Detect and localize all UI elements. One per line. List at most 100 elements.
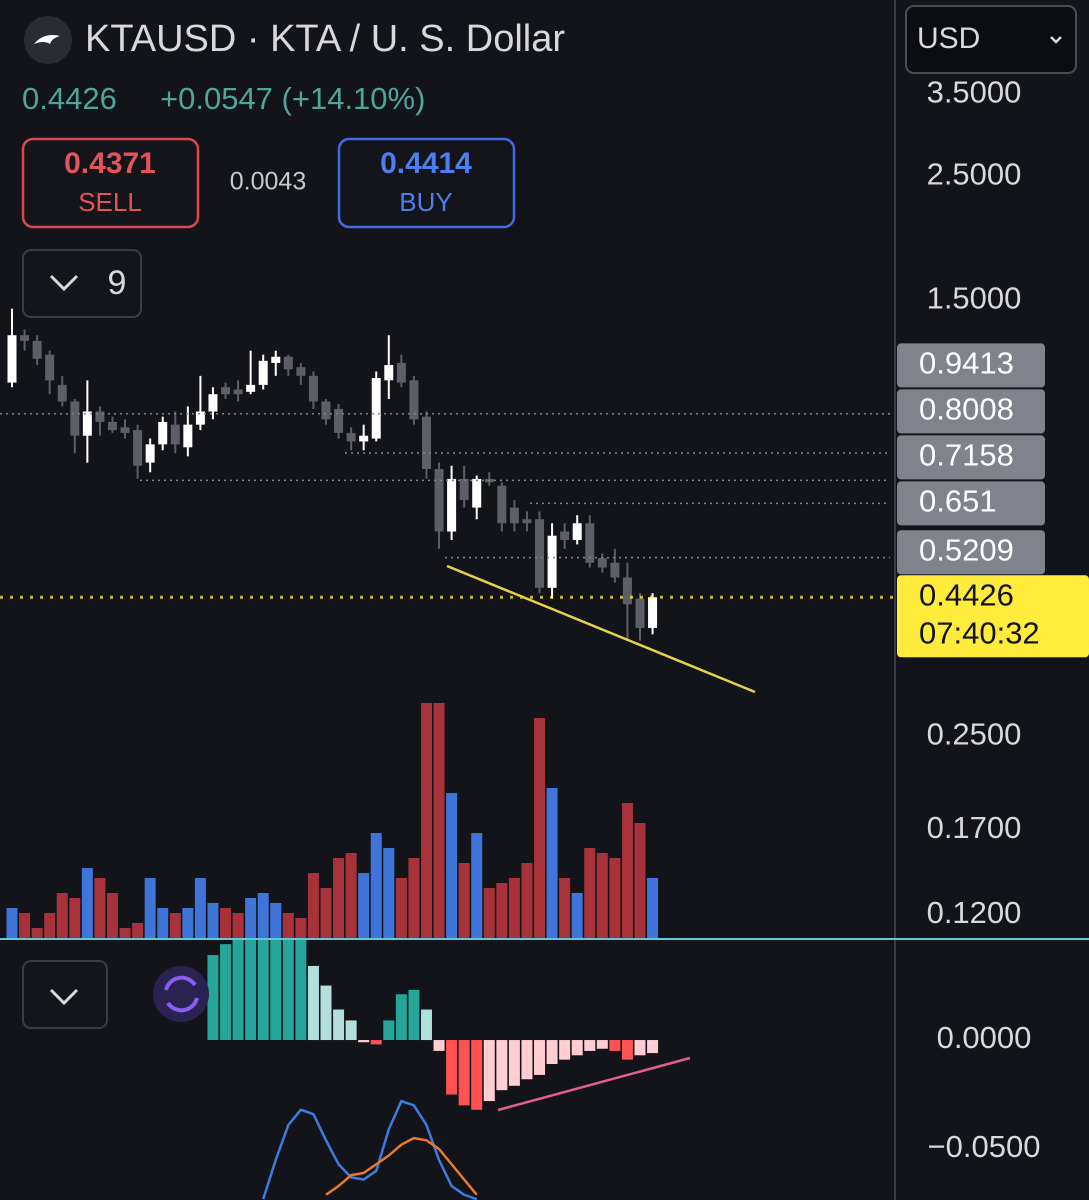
y-tick-label: 1.5000 bbox=[927, 281, 1022, 316]
sell-button[interactable] bbox=[21, 137, 200, 229]
candle-body bbox=[447, 478, 457, 532]
macd-line bbox=[325, 1136, 478, 1196]
volume-bar bbox=[596, 853, 608, 938]
macd-histogram-bar bbox=[446, 1040, 458, 1095]
y-tick-label: 0.0000 bbox=[937, 1020, 1032, 1055]
candle-body bbox=[610, 562, 620, 578]
y-tick-label: 0.1200 bbox=[927, 895, 1022, 930]
volume-bar bbox=[559, 878, 571, 938]
volume-bar bbox=[257, 893, 269, 938]
candle-body bbox=[82, 411, 92, 436]
candle-body bbox=[334, 408, 344, 433]
volume-bar bbox=[521, 863, 533, 938]
price-line-label: 0.5209 bbox=[919, 532, 1014, 567]
macd-histogram-bar bbox=[546, 1040, 558, 1065]
indicators-toggle[interactable] bbox=[22, 249, 142, 318]
macd-histogram-bar bbox=[370, 1040, 382, 1045]
macd-histogram-bar bbox=[559, 1040, 571, 1060]
candle-body bbox=[283, 356, 293, 370]
macd-histogram-bar bbox=[534, 1040, 546, 1075]
macd-histogram-bar bbox=[395, 994, 407, 1041]
macd-histogram-bar bbox=[634, 1040, 646, 1056]
candle-body bbox=[409, 380, 419, 420]
candle-body bbox=[622, 577, 632, 605]
macd-histogram-bar bbox=[320, 985, 332, 1041]
candle-body bbox=[472, 478, 482, 508]
macd-histogram-bar bbox=[621, 1040, 633, 1060]
macd-histogram-bar bbox=[508, 1040, 520, 1086]
volume-bar bbox=[6, 908, 18, 938]
volume-bar bbox=[182, 908, 194, 938]
candle-body bbox=[95, 411, 105, 422]
last-price: 0.4426 bbox=[22, 81, 117, 116]
macd-histogram-bar bbox=[408, 989, 420, 1041]
volume-bar bbox=[345, 853, 357, 938]
volume-bar bbox=[395, 878, 407, 938]
candle-body bbox=[57, 384, 67, 402]
volume-bar bbox=[207, 903, 219, 938]
volume-bar bbox=[31, 928, 43, 938]
price-line-box bbox=[897, 530, 1045, 575]
candle-body bbox=[648, 597, 658, 629]
macd-trend-line bbox=[497, 1056, 691, 1112]
macd-histogram-bar bbox=[270, 939, 282, 1041]
candle-body bbox=[45, 354, 55, 381]
last-price-box bbox=[897, 575, 1089, 658]
macd-toggle[interactable] bbox=[22, 960, 108, 1029]
candle-body bbox=[208, 394, 218, 412]
buy-label: BUY bbox=[399, 187, 452, 217]
macd-histogram-bar bbox=[647, 1040, 659, 1054]
volume-bar bbox=[56, 893, 68, 938]
candle-body bbox=[635, 598, 645, 629]
candle-body bbox=[145, 444, 155, 463]
refresh-icon bbox=[164, 975, 199, 1013]
volume-bar bbox=[621, 803, 633, 938]
candle-body bbox=[585, 523, 595, 563]
volume-bar bbox=[446, 793, 458, 938]
macd-line bbox=[262, 1099, 478, 1200]
buy-button[interactable] bbox=[337, 137, 516, 229]
buy-price: 0.4414 bbox=[380, 147, 472, 180]
y-tick-label: 3.5000 bbox=[927, 75, 1022, 110]
candle-body bbox=[497, 485, 507, 524]
volume-bar bbox=[44, 913, 56, 938]
volume-bar bbox=[634, 823, 646, 938]
volume-bar bbox=[584, 848, 596, 938]
volume-bar bbox=[19, 913, 31, 938]
currency-select[interactable] bbox=[905, 5, 1077, 74]
volume-bar bbox=[295, 918, 307, 938]
candle-body bbox=[170, 424, 180, 445]
candle-body bbox=[384, 365, 394, 381]
candle-body bbox=[597, 558, 607, 568]
candle-body bbox=[183, 424, 193, 448]
price-change: +0.0547 (+14.10%) bbox=[160, 81, 425, 116]
volume-bar bbox=[471, 833, 483, 938]
volume-bar bbox=[282, 913, 294, 938]
macd-histogram-bar bbox=[471, 1040, 483, 1110]
volume-bar bbox=[132, 923, 144, 938]
volume-bar bbox=[270, 903, 282, 938]
macd-histogram-bar bbox=[496, 1040, 508, 1091]
volume-bar bbox=[144, 878, 156, 938]
volume-bar bbox=[307, 873, 319, 938]
price-line-label: 0.7158 bbox=[919, 438, 1014, 473]
candle-body bbox=[459, 478, 469, 501]
price-line-box bbox=[897, 389, 1045, 434]
volume-bar bbox=[194, 878, 206, 938]
macd-histogram-bar bbox=[307, 965, 319, 1041]
candle-body bbox=[20, 335, 30, 341]
macd-histogram-bar bbox=[207, 955, 219, 1041]
macd-histogram-bar bbox=[358, 1040, 370, 1043]
macd-histogram-bar bbox=[232, 939, 244, 1041]
countdown: 07:40:32 bbox=[919, 615, 1040, 650]
volume-bar bbox=[245, 898, 257, 938]
candle-body bbox=[258, 360, 268, 385]
candle-body bbox=[359, 435, 369, 442]
sell-price: 0.4371 bbox=[64, 147, 156, 180]
volume-bar bbox=[458, 863, 470, 938]
macd-histogram-bar bbox=[483, 1040, 495, 1102]
volume-bar bbox=[534, 718, 546, 938]
volume-bar bbox=[333, 858, 345, 938]
volume-bar bbox=[358, 873, 370, 938]
refresh-button[interactable] bbox=[153, 966, 209, 1022]
